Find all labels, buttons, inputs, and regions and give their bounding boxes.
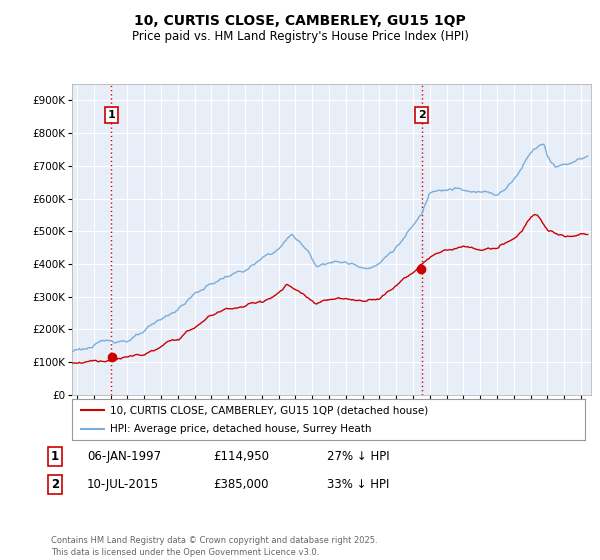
Text: Contains HM Land Registry data © Crown copyright and database right 2025.
This d: Contains HM Land Registry data © Crown c… (51, 536, 377, 557)
Text: 10, CURTIS CLOSE, CAMBERLEY, GU15 1QP (detached house): 10, CURTIS CLOSE, CAMBERLEY, GU15 1QP (d… (110, 405, 429, 415)
Text: 33% ↓ HPI: 33% ↓ HPI (327, 478, 389, 491)
Text: 10-JUL-2015: 10-JUL-2015 (87, 478, 159, 491)
Text: £385,000: £385,000 (213, 478, 269, 491)
Text: 1: 1 (107, 110, 115, 120)
Text: 2: 2 (418, 110, 425, 120)
Text: 06-JAN-1997: 06-JAN-1997 (87, 450, 161, 463)
Text: HPI: Average price, detached house, Surrey Heath: HPI: Average price, detached house, Surr… (110, 424, 372, 433)
Text: 2: 2 (51, 478, 59, 491)
Text: 10, CURTIS CLOSE, CAMBERLEY, GU15 1QP: 10, CURTIS CLOSE, CAMBERLEY, GU15 1QP (134, 14, 466, 28)
Text: £114,950: £114,950 (213, 450, 269, 463)
Text: Price paid vs. HM Land Registry's House Price Index (HPI): Price paid vs. HM Land Registry's House … (131, 30, 469, 43)
Text: 27% ↓ HPI: 27% ↓ HPI (327, 450, 389, 463)
Text: 1: 1 (51, 450, 59, 463)
